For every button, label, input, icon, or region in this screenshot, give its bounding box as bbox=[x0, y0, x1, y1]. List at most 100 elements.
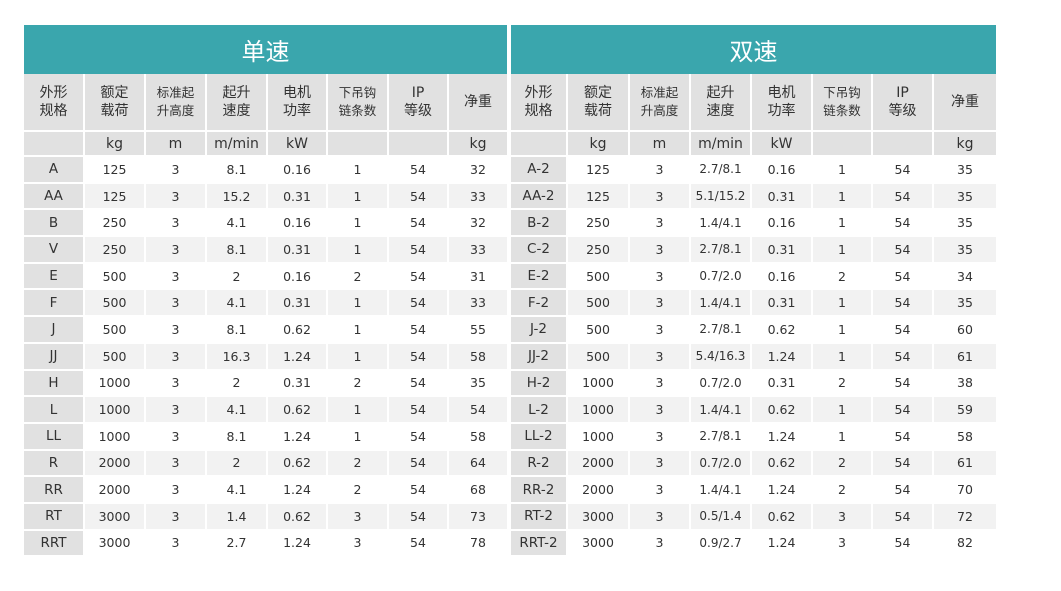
table-cell: 1 bbox=[328, 423, 389, 451]
table-cell: 3 bbox=[146, 343, 207, 371]
column-header: 下吊钩 链条数 bbox=[328, 74, 389, 132]
table-cell: 500 bbox=[85, 290, 146, 318]
model-cell: A bbox=[24, 157, 85, 184]
unit-cell bbox=[511, 132, 568, 157]
table-cell: 250 bbox=[568, 237, 630, 264]
table-cell: 0.31 bbox=[268, 290, 328, 318]
column-header-line2: 链条数 bbox=[823, 103, 861, 118]
table-cell: 54 bbox=[873, 183, 934, 211]
table-cell: 1.24 bbox=[268, 423, 328, 451]
single-speed-panel: 单速 外形 规格 额定 载荷 标准起 升高度 起升 速度 电机 功率 下吊钩 链条数 IP 等级 净重 kg m… bbox=[24, 25, 507, 558]
table-row: AA 125 3 15.2 0.31 1 54 33 bbox=[24, 183, 507, 211]
table-cell: 54 bbox=[873, 423, 934, 451]
dual-speed-panel: 双速 外形 规格 额定 载荷 标准起 升高度 起升 速度 电机 功率 下吊钩 链条数 IP 等级 净重 kg m… bbox=[511, 25, 996, 558]
table-cell: 0.7/2.0 bbox=[691, 450, 752, 478]
table-cell: 0.7/2.0 bbox=[691, 370, 752, 398]
table-cell: 1 bbox=[328, 290, 389, 318]
column-header: 起升 速度 bbox=[207, 74, 268, 132]
table-cell: 0.31 bbox=[752, 370, 813, 398]
column-header-line1: 标准起 bbox=[156, 85, 195, 100]
table-cell: 1000 bbox=[568, 423, 630, 451]
table-cell: 73 bbox=[449, 503, 507, 531]
table-cell: 5.1/15.2 bbox=[691, 183, 752, 211]
column-header-line2: 功率 bbox=[767, 103, 796, 119]
column-header-line1: 起升 bbox=[222, 85, 251, 101]
model-cell: L bbox=[24, 397, 85, 424]
table-row: RT-2 3000 3 0.5/1.4 0.62 3 54 72 bbox=[511, 503, 996, 531]
single-speed-table: 外形 规格 额定 载荷 标准起 升高度 起升 速度 电机 功率 下吊钩 链条数 IP 等级 净重 kg m m/m… bbox=[24, 74, 507, 558]
header-row: 外形 规格 额定 载荷 标准起 升高度 起升 速度 电机 功率 下吊钩 链条数 IP 等级 净重 bbox=[511, 74, 996, 132]
table-cell: 3 bbox=[146, 477, 207, 504]
column-header: 标准起 升高度 bbox=[630, 74, 691, 132]
table-cell: 1000 bbox=[85, 423, 146, 451]
model-cell: A-2 bbox=[511, 157, 568, 184]
table-cell: 3 bbox=[630, 157, 691, 184]
table-row: H 1000 3 2 0.31 2 54 35 bbox=[24, 370, 507, 398]
table-row: L 1000 3 4.1 0.62 1 54 54 bbox=[24, 397, 507, 424]
column-header-line2: 等级 bbox=[888, 103, 917, 119]
unit-cell: m/min bbox=[691, 132, 752, 157]
table-cell: 1.24 bbox=[268, 477, 328, 504]
unit-cell bbox=[873, 132, 934, 157]
table-cell: 1 bbox=[813, 343, 873, 371]
table-cell: 0.31 bbox=[752, 290, 813, 318]
table-cell: 64 bbox=[449, 450, 507, 478]
table-cell: 0.16 bbox=[752, 210, 813, 238]
table-cell: 3 bbox=[146, 370, 207, 398]
table-cell: 35 bbox=[934, 157, 996, 184]
table-cell: 0.62 bbox=[268, 397, 328, 424]
table-cell: 2 bbox=[813, 263, 873, 291]
table-cell: 0.31 bbox=[268, 183, 328, 211]
table-cell: 55 bbox=[449, 317, 507, 344]
table-cell: 2 bbox=[813, 450, 873, 478]
table-cell: 1.24 bbox=[268, 343, 328, 371]
column-header: 外形 规格 bbox=[24, 74, 85, 132]
table-cell: 3 bbox=[146, 290, 207, 318]
table-cell: 0.62 bbox=[752, 503, 813, 531]
model-cell: E bbox=[24, 263, 85, 291]
model-cell: B-2 bbox=[511, 210, 568, 238]
table-row: C-2 250 3 2.7/8.1 0.31 1 54 35 bbox=[511, 237, 996, 264]
table-cell: 2 bbox=[328, 477, 389, 504]
column-header-line2: 速度 bbox=[706, 103, 735, 119]
table-cell: 0.16 bbox=[752, 263, 813, 291]
table-cell: 1 bbox=[328, 237, 389, 264]
table-cell: 8.1 bbox=[207, 157, 268, 184]
column-header-line2: 载荷 bbox=[584, 103, 612, 119]
column-header: 电机 功率 bbox=[752, 74, 813, 132]
column-header: 下吊钩 链条数 bbox=[813, 74, 873, 132]
table-cell: 3 bbox=[630, 237, 691, 264]
unit-cell bbox=[813, 132, 873, 157]
table-row: RT 3000 3 1.4 0.62 3 54 73 bbox=[24, 503, 507, 531]
table-cell: 68 bbox=[449, 477, 507, 504]
table-cell: 82 bbox=[934, 531, 996, 558]
table-cell: 125 bbox=[568, 183, 630, 211]
column-header: 电机 功率 bbox=[268, 74, 328, 132]
table-row: J-2 500 3 2.7/8.1 0.62 1 54 60 bbox=[511, 317, 996, 344]
table-row: J 500 3 8.1 0.62 1 54 55 bbox=[24, 317, 507, 344]
column-header: 起升 速度 bbox=[691, 74, 752, 132]
table-cell: 1 bbox=[328, 397, 389, 424]
table-cell: 1 bbox=[813, 237, 873, 264]
table-row: JJ-2 500 3 5.4/16.3 1.24 1 54 61 bbox=[511, 343, 996, 371]
model-cell: H-2 bbox=[511, 370, 568, 398]
table-cell: 0.62 bbox=[752, 450, 813, 478]
column-header-line2: 等级 bbox=[404, 103, 432, 119]
table-cell: 2.7/8.1 bbox=[691, 237, 752, 264]
column-header-line2: 规格 bbox=[524, 103, 553, 119]
table-cell: 3 bbox=[146, 210, 207, 238]
column-header-line1: 外形 bbox=[524, 85, 553, 101]
model-cell: RR-2 bbox=[511, 477, 568, 504]
table-cell: 54 bbox=[873, 370, 934, 398]
unit-cell bbox=[389, 132, 449, 157]
table-cell: 33 bbox=[449, 290, 507, 318]
unit-cell bbox=[24, 132, 85, 157]
table-cell: 3 bbox=[813, 503, 873, 531]
table-cell: 1.24 bbox=[268, 530, 328, 558]
table-cell: 54 bbox=[873, 237, 934, 264]
model-cell: R-2 bbox=[511, 450, 568, 478]
table-cell: 54 bbox=[389, 210, 449, 238]
table-cell: 59 bbox=[934, 397, 996, 424]
table-cell: 34 bbox=[934, 264, 996, 291]
model-cell: JJ-2 bbox=[511, 343, 568, 371]
